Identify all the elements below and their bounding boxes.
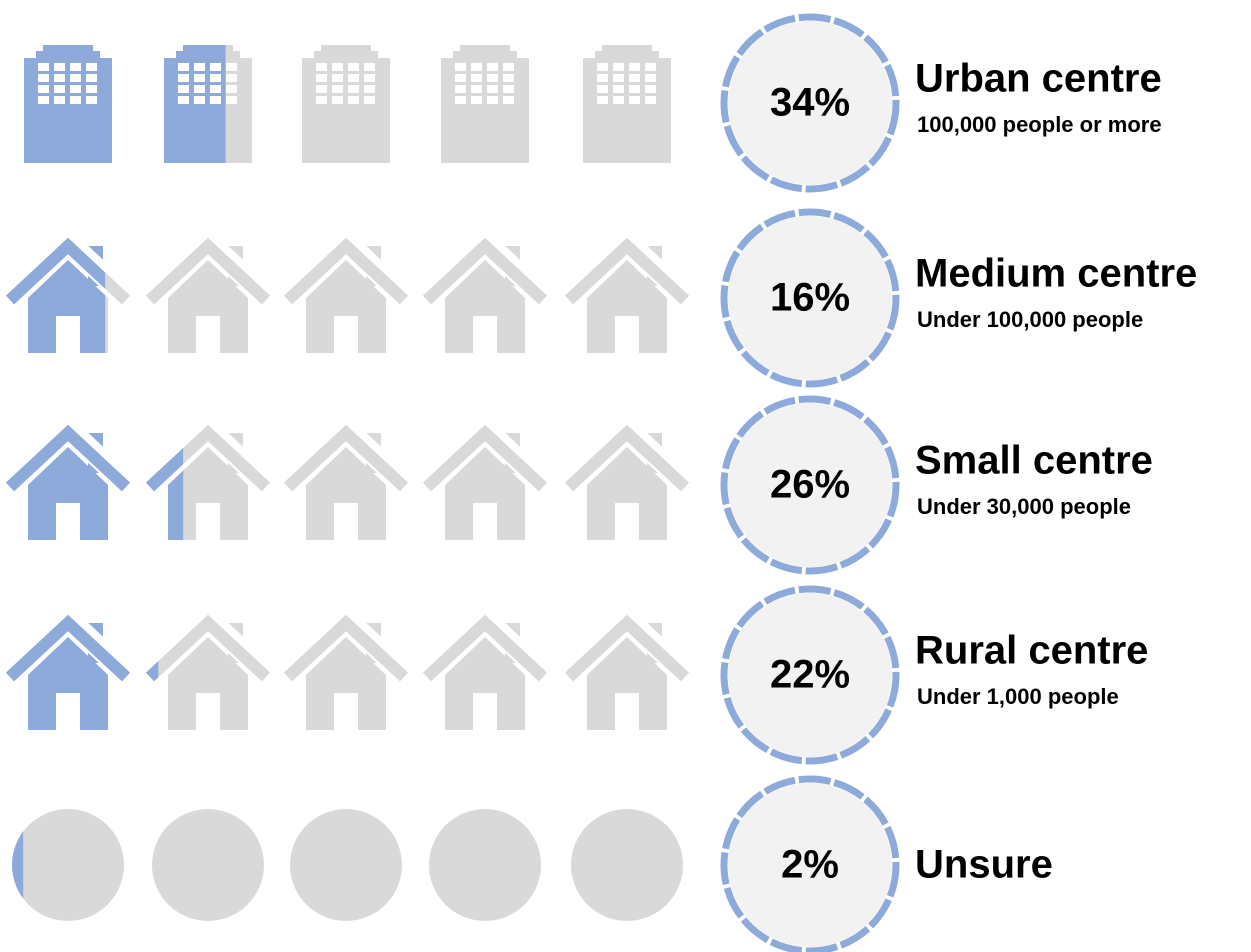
icon-filled [146,437,184,540]
icon-empty [152,809,264,921]
icon-empty [276,603,416,730]
value-label: 34% [770,81,850,125]
icon-filled [12,831,24,899]
category-description: 100,000 people or more [917,112,1162,137]
value-label: 16% [770,276,850,320]
category-label: Small centre [915,439,1153,483]
icon-empty [441,45,529,163]
icon-empty [557,603,697,730]
icon-empty [415,603,555,730]
badge-bg [728,403,892,567]
icon-empty [138,226,278,353]
badge-bg [728,21,892,185]
icon-filled [6,228,106,353]
icon-empty [557,226,697,353]
category-description: Under 100,000 people [917,307,1143,332]
badge-bg [728,783,892,947]
icon-filled [24,45,112,163]
icon-filled [6,605,130,730]
icon-filled [164,45,226,163]
badge-ring [720,208,900,388]
badge-ring [720,395,900,575]
icon-empty [415,226,555,353]
badge-bg [728,593,892,757]
icon-empty [276,226,416,353]
badge-bg [728,216,892,380]
icon-empty [276,413,416,540]
icon-empty [12,809,124,921]
badge-ring [720,13,900,193]
icon-empty [138,603,278,730]
category-label: Rural centre [915,629,1148,673]
badge-ring [720,585,900,765]
icon-empty [571,809,683,921]
icon-empty [583,45,671,163]
icon-empty [429,809,541,921]
icon-empty [290,809,402,921]
icon-empty [302,45,390,163]
badge-ring [720,775,900,952]
category-label: Unsure [915,843,1053,887]
category-label: Medium centre [915,252,1197,296]
category-label: Urban centre [915,57,1162,101]
category-description: Under 1,000 people [917,684,1119,709]
value-label: 22% [770,653,850,697]
icon-empty [415,413,555,540]
icon-empty [557,413,697,540]
value-label: 2% [781,843,839,887]
category-description: Under 30,000 people [917,494,1131,519]
value-label: 26% [770,463,850,507]
icon-filled [6,415,130,540]
